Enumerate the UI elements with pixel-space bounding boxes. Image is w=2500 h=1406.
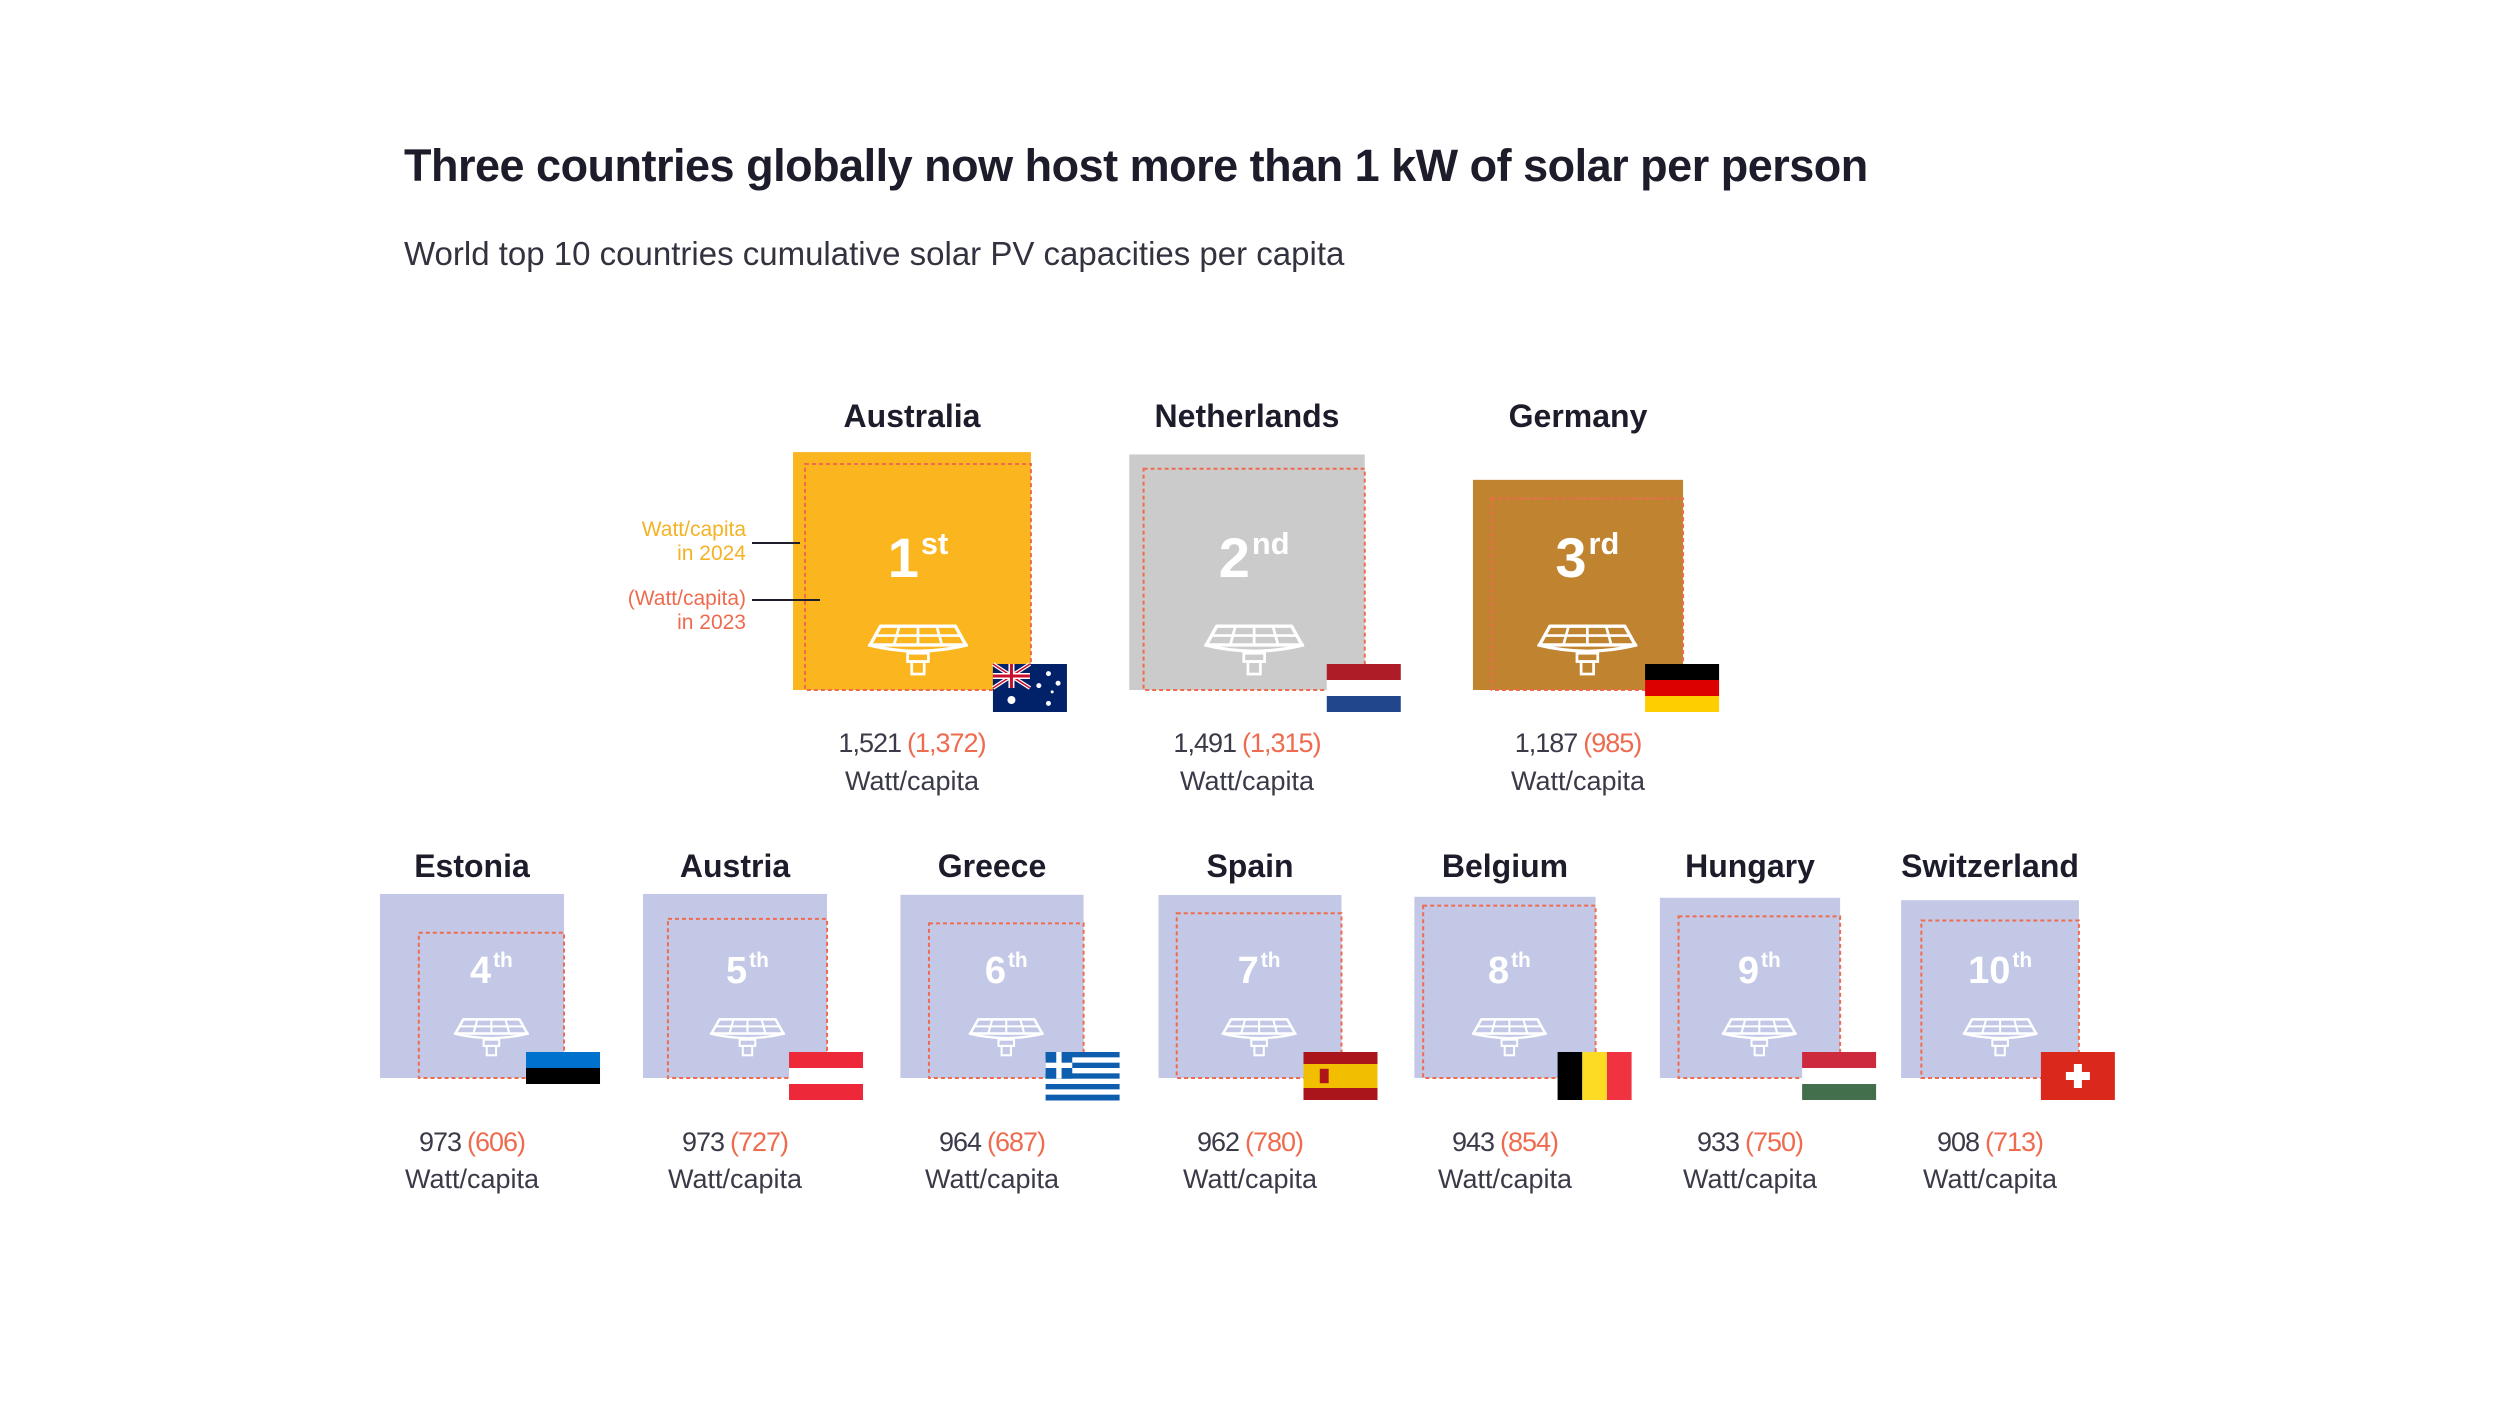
unit-label: Watt/capita xyxy=(924,1164,1060,1194)
hungary-flag xyxy=(1802,1052,1877,1100)
chart-title: Three countries globally now host more t… xyxy=(404,140,1868,191)
value-2023: (687) xyxy=(987,1127,1046,1157)
value-2024: 973 xyxy=(681,1127,725,1157)
legend-2024: Watt/capita in 2024 xyxy=(560,518,746,566)
rank-label: 4th xyxy=(469,949,513,992)
square-2024-spain xyxy=(1158,895,1342,1078)
value-2023: (713) xyxy=(1985,1127,2044,1157)
unit-label: Watt/capita xyxy=(844,766,980,796)
country-name: Spain xyxy=(1206,848,1294,884)
value-2024: 1,187 xyxy=(1514,728,1579,758)
square-2023-estonia xyxy=(417,931,566,1079)
square-2024-austria xyxy=(642,893,828,1078)
square-2023-spain xyxy=(1175,912,1343,1080)
square-2023-austria xyxy=(666,917,829,1079)
unit-label: Watt/capita xyxy=(1510,766,1646,796)
value-2024: 1,521 xyxy=(838,728,902,758)
square-2024-switzerland xyxy=(1901,900,2079,1078)
value-label: 943 (854) xyxy=(1451,1127,1559,1158)
spain-flag xyxy=(1303,1052,1378,1100)
country-name: Estonia xyxy=(414,848,530,884)
value-2023: (854) xyxy=(1500,1127,1559,1157)
value-2023: (985) xyxy=(1583,728,1642,758)
value-2023: (606) xyxy=(467,1127,526,1157)
value-2024: 933 xyxy=(1696,1127,1740,1157)
value-2023: (780) xyxy=(1245,1127,1304,1157)
square-2023-hungary xyxy=(1677,915,1842,1080)
value-2023: (1,315) xyxy=(1242,728,1322,758)
value-2023: (727) xyxy=(730,1127,789,1157)
rank-label: 3rd xyxy=(1555,525,1620,589)
netherlands-flag xyxy=(1326,664,1401,712)
value-2023: (1,372) xyxy=(907,728,987,758)
square-2023-greece xyxy=(927,922,1085,1079)
australia-flag xyxy=(991,662,1067,712)
belgium-flag xyxy=(1557,1052,1632,1100)
rank-label: 5th xyxy=(726,949,769,992)
square-2023-belgium xyxy=(1422,904,1597,1079)
country-name: Austria xyxy=(679,848,791,884)
unit-label: Watt/capita xyxy=(1179,766,1315,796)
square-2023-germany xyxy=(1490,497,1685,692)
value-2024: 943 xyxy=(1451,1127,1495,1157)
country-name: Australia xyxy=(843,398,981,434)
legend-2023-line1: (Watt/capita) xyxy=(627,587,746,610)
unit-label: Watt/capita xyxy=(404,1164,540,1194)
unit-label: Watt/capita xyxy=(1182,1164,1318,1194)
square-2023-australia xyxy=(804,463,1032,691)
value-2023: (750) xyxy=(1745,1127,1804,1157)
value-label: 1,521 (1,372) xyxy=(838,728,987,759)
country-name: Switzerland xyxy=(1901,848,2079,884)
value-2024: 1,491 xyxy=(1173,728,1237,758)
estonia-flag xyxy=(526,1052,601,1100)
value-2024: 964 xyxy=(938,1127,982,1157)
unit-label: Watt/capita xyxy=(1922,1164,2058,1194)
rank-label: 1st xyxy=(887,525,949,589)
greece-flag xyxy=(1045,1052,1120,1101)
unit-label: Watt/capita xyxy=(667,1164,803,1194)
rank-label: 8th xyxy=(1487,949,1531,992)
value-label: 1,187 (985) xyxy=(1514,728,1643,759)
square-2023-switzerland xyxy=(1920,919,2080,1079)
value-label: 908 (713) xyxy=(1936,1127,2044,1158)
country-name: Greece xyxy=(937,848,1047,884)
rank-label: 6th xyxy=(984,949,1028,992)
square-2023-netherlands xyxy=(1142,467,1366,692)
square-2024-estonia xyxy=(379,893,565,1078)
legend-2024-line2: in 2024 xyxy=(677,542,746,565)
value-2024: 908 xyxy=(1936,1127,1980,1157)
germany-flag xyxy=(1645,664,1720,712)
value-label: 964 (687) xyxy=(938,1127,1046,1158)
value-label: 973 (727) xyxy=(681,1127,789,1158)
value-label: 1,491 (1,315) xyxy=(1173,728,1322,759)
country-name: Germany xyxy=(1508,398,1648,434)
legend-2023: (Watt/capita) in 2023 xyxy=(560,587,746,635)
legend-2024-line1: Watt/capita xyxy=(641,518,746,541)
square-2024-hungary xyxy=(1659,897,1841,1078)
value-label: 933 (750) xyxy=(1696,1127,1804,1158)
value-label: 962 (780) xyxy=(1196,1127,1304,1158)
legend-2023-line2: in 2023 xyxy=(677,611,746,634)
switzerland-flag xyxy=(2040,1052,2115,1100)
value-label: 973 (606) xyxy=(418,1127,526,1158)
unit-label: Watt/capita xyxy=(1437,1164,1573,1194)
chart-subtitle: World top 10 countries cumulative solar … xyxy=(404,235,1345,272)
country-name: Netherlands xyxy=(1154,398,1340,434)
rank-label: 2nd xyxy=(1218,525,1290,589)
square-2024-greece xyxy=(900,894,1084,1078)
country-name: Hungary xyxy=(1685,848,1815,884)
rank-label: 10th xyxy=(1968,949,2033,992)
value-2024: 962 xyxy=(1196,1127,1240,1157)
country-name: Belgium xyxy=(1441,848,1569,884)
unit-label: Watt/capita xyxy=(1682,1164,1818,1194)
rank-label: 9th xyxy=(1737,949,1781,992)
austria-flag xyxy=(789,1052,864,1100)
value-2024: 973 xyxy=(418,1127,462,1157)
rank-label: 7th xyxy=(1237,949,1281,992)
